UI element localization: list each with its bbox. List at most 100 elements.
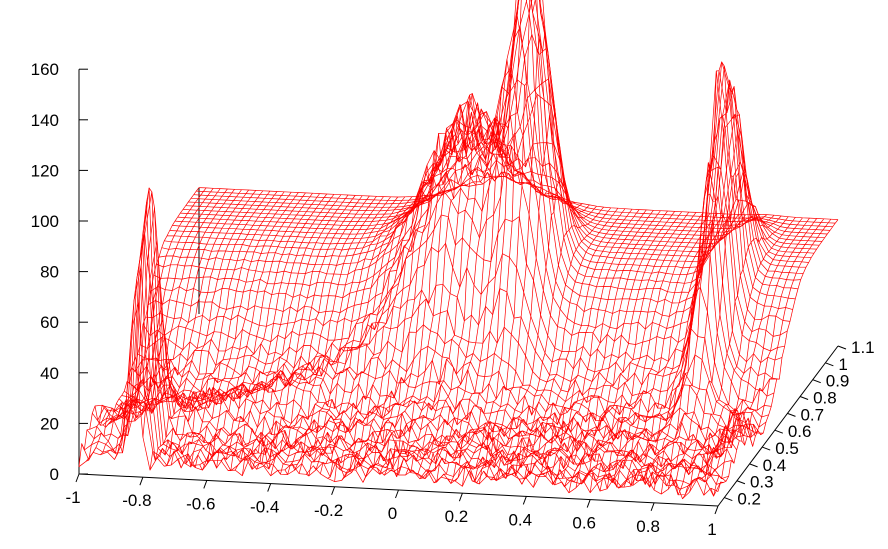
- mesh-row: [153, 0, 793, 310]
- mesh-column: [462, 30, 583, 487]
- y-axis-line: [717, 345, 839, 507]
- y-tick: [762, 446, 771, 451]
- z-axis: 0 20 40 60 80 100 120 140 160: [31, 60, 88, 484]
- mesh-row: [134, 254, 775, 404]
- mesh-column: [291, 196, 413, 471]
- mesh-column: [348, 148, 469, 473]
- z-tick-label: 40: [40, 364, 59, 383]
- mesh-column: [533, 210, 654, 488]
- y-tick-label: 0.6: [788, 422, 812, 441]
- mesh-column: [185, 192, 306, 468]
- mesh-column: [604, 213, 725, 490]
- mesh-column: [156, 191, 278, 459]
- mesh-column: [121, 189, 242, 445]
- mesh-column: [575, 212, 697, 488]
- y-tick-label: 0.9: [826, 372, 850, 391]
- mesh-column: [589, 212, 711, 493]
- mesh-column: [284, 196, 406, 475]
- y-tick: [799, 396, 809, 400]
- x-tick-label: 0.4: [508, 510, 532, 529]
- mesh-column: [525, 209, 647, 479]
- mesh-column: [355, 127, 477, 471]
- mesh-column: [490, 207, 612, 482]
- x-tick: [331, 486, 336, 495]
- x-tick: [586, 499, 591, 508]
- x-tick-label: 0.8: [636, 517, 660, 536]
- mesh-column: [341, 164, 462, 481]
- mesh-column: [92, 188, 214, 453]
- y-tick-label: 0.2: [737, 490, 761, 509]
- mesh-column: [632, 193, 754, 486]
- mesh-column: [362, 119, 484, 483]
- mesh-column: [213, 194, 335, 469]
- mesh-column: [164, 191, 285, 467]
- mesh-column: [391, 111, 512, 478]
- mesh-column: [703, 218, 825, 496]
- mesh-column: [298, 195, 420, 474]
- y-tick: [837, 345, 847, 350]
- mesh-column: [398, 108, 519, 476]
- x-tick: [203, 480, 208, 489]
- mesh-column: [412, 122, 533, 475]
- y-tick-label: 0.8: [813, 389, 837, 408]
- mesh-column: [107, 188, 228, 454]
- y-tick-label: 0.4: [763, 456, 787, 475]
- y-tick-label: 1.1: [851, 338, 875, 357]
- mesh-row: [148, 70, 788, 337]
- y-tick: [812, 379, 821, 384]
- x-tick: [650, 502, 655, 511]
- mesh-column: [625, 214, 746, 487]
- mesh-column: [483, 206, 604, 477]
- mesh-column: [646, 61, 768, 488]
- mesh-column: [433, 11, 555, 484]
- mesh-column: [440, 0, 562, 478]
- mesh-column: [178, 192, 299, 469]
- mesh-column: [241, 195, 363, 476]
- mesh-column: [320, 191, 441, 474]
- mesh-column: [447, 0, 569, 484]
- x-tick: [458, 493, 463, 502]
- x-tick: [75, 473, 80, 483]
- y-tick-label: 1: [838, 355, 847, 374]
- mesh-column: [142, 190, 264, 438]
- mesh-column: [561, 211, 683, 488]
- mesh-column: [199, 193, 320, 471]
- mesh-column: [696, 218, 817, 483]
- x-tick-label: -0.6: [186, 494, 215, 513]
- mesh-column: [455, 0, 576, 482]
- y-tick: [787, 412, 796, 417]
- x-tick-label: -0.2: [314, 501, 343, 520]
- mesh-column: [611, 213, 732, 488]
- mesh-column: [256, 196, 377, 470]
- mesh-column: [582, 212, 704, 481]
- mesh-column: [78, 187, 200, 467]
- mesh-column: [511, 208, 633, 475]
- mesh-column: [675, 217, 796, 496]
- mesh-column: [192, 192, 313, 468]
- y-tick: [724, 497, 733, 502]
- mesh-column: [667, 216, 789, 490]
- mesh-column: [689, 217, 810, 493]
- z-tick-label: 140: [31, 111, 59, 130]
- mesh-column: [170, 191, 292, 466]
- mesh-column: [682, 217, 803, 499]
- y-tick: [774, 429, 784, 434]
- mesh-column: [426, 59, 548, 472]
- mesh-column: [660, 172, 782, 495]
- x-axis: -1 -0.8 -0.6 -0.4 -0.2 0 0.2 0.4 0.6 0.8 1: [65, 473, 719, 539]
- z-tick-label: 100: [31, 212, 59, 231]
- mesh-column: [518, 209, 640, 485]
- mesh-column: [504, 208, 626, 477]
- mesh-row: [166, 0, 807, 268]
- x-tick: [267, 483, 272, 492]
- mesh-column: [249, 195, 370, 470]
- mesh-row: [126, 354, 767, 428]
- mesh-column: [717, 219, 839, 492]
- mesh-row: [78, 356, 719, 500]
- mesh-column: [135, 187, 257, 401]
- mesh-column: [228, 194, 349, 472]
- mesh-column: [639, 115, 761, 485]
- mesh-column: [419, 115, 540, 480]
- mesh-column: [327, 189, 448, 479]
